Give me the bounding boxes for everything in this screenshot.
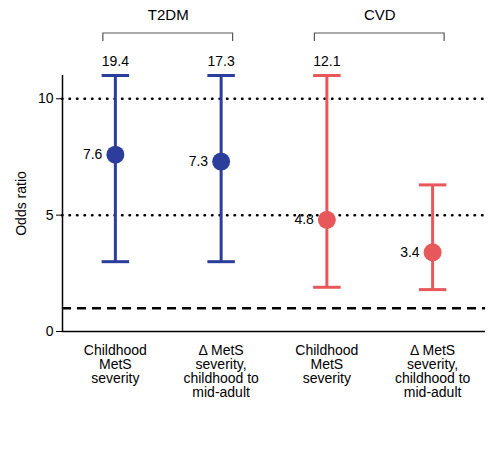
svg-text:Δ MetSseverity,childhood tomid: Δ MetSseverity,childhood tomid-adult [395, 342, 471, 400]
svg-text:0: 0 [46, 323, 54, 339]
svg-text:10: 10 [38, 90, 54, 106]
svg-text:Odds ratio: Odds ratio [13, 171, 29, 236]
svg-text:T2DM: T2DM [148, 6, 189, 23]
svg-text:17.3: 17.3 [208, 53, 235, 69]
svg-text:5: 5 [46, 207, 54, 223]
svg-text:7.6: 7.6 [83, 146, 103, 162]
svg-text:19.4: 19.4 [102, 53, 129, 69]
svg-text:ChildhoodMetSseverity: ChildhoodMetSseverity [295, 342, 358, 386]
svg-text:3.4: 3.4 [400, 244, 420, 260]
svg-text:12.1: 12.1 [313, 53, 340, 69]
svg-text:ChildhoodMetSseverity: ChildhoodMetSseverity [84, 342, 147, 386]
svg-text:CVD: CVD [364, 6, 396, 23]
svg-text:7.3: 7.3 [189, 153, 209, 169]
svg-text:4.8: 4.8 [294, 211, 314, 227]
svg-text:Δ MetSseverity,childhood tomid: Δ MetSseverity,childhood tomid-adult [183, 342, 259, 400]
